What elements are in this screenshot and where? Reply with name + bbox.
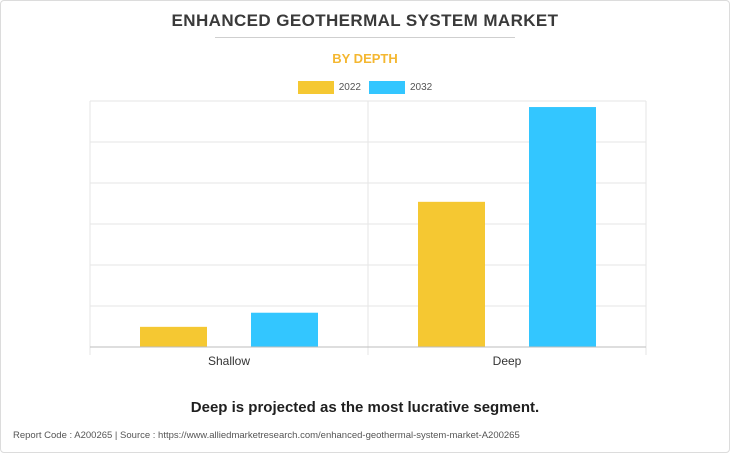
legend-label-2032: 2032 <box>410 81 433 93</box>
legend-swatch-2032 <box>369 80 405 94</box>
report-footer: Report Code : A200265 | Source : https:/… <box>13 430 520 441</box>
legend-label-2022: 2022 <box>338 81 361 93</box>
x-tick-label-deep: Deep <box>493 354 522 368</box>
chart-subtitle: BY DEPTH <box>332 51 398 66</box>
bars <box>140 107 596 347</box>
legend-item-2032: 2032 <box>369 80 433 94</box>
bar-deep-2022 <box>418 201 485 347</box>
bar-shallow-2032 <box>251 312 318 347</box>
chart-title: ENHANCED GEOTHERMAL SYSTEM MARKET <box>171 11 559 30</box>
legend: 2022 2032 <box>0 79 730 95</box>
x-axis: Shallow Deep <box>90 346 646 368</box>
x-tick-label-shallow: Shallow <box>208 354 250 368</box>
bar-shallow-2022 <box>140 326 207 347</box>
legend-item-2022: 2022 <box>297 80 361 94</box>
legend-swatch-2022 <box>297 80 334 94</box>
title-divider <box>215 37 515 38</box>
key-takeaway: Deep is projected as the most lucrative … <box>190 399 540 416</box>
bar-deep-2032 <box>529 107 596 347</box>
